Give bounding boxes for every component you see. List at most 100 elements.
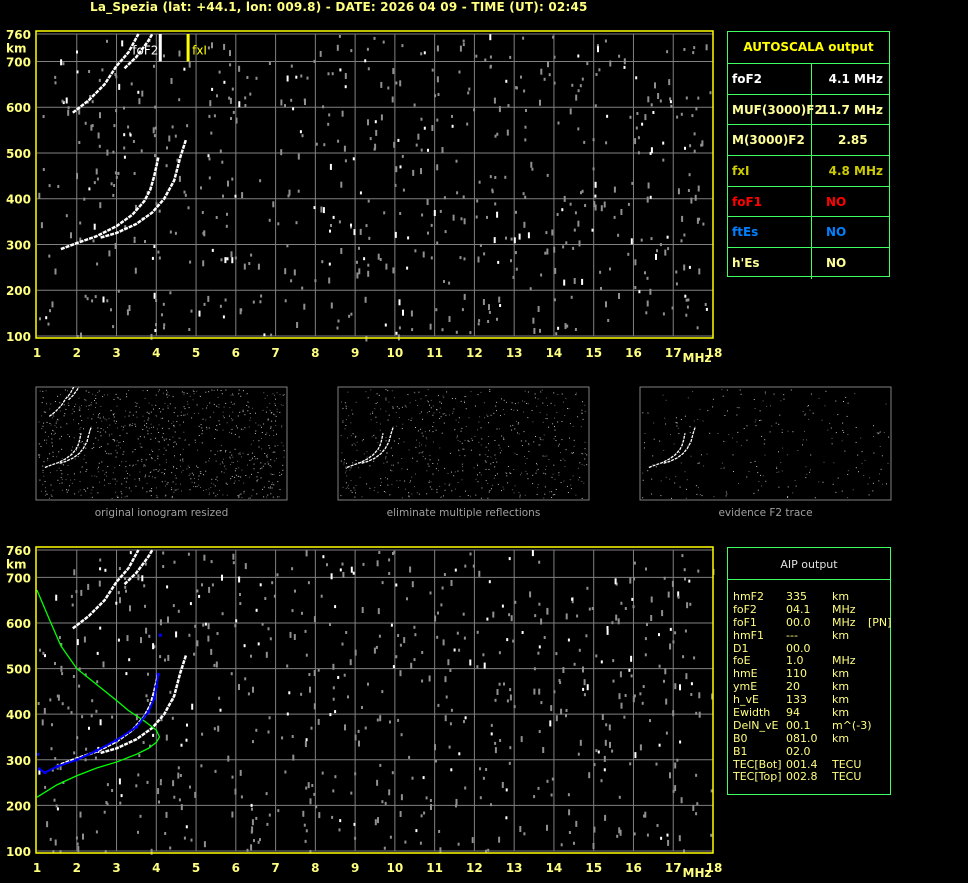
noise-dot	[54, 81, 57, 85]
noise-dot	[506, 475, 508, 477]
noise-dot	[234, 476, 236, 478]
noise-dot	[379, 450, 381, 452]
noise-dot	[380, 408, 382, 410]
noise-dot	[611, 621, 614, 625]
noise-dot	[545, 418, 547, 419]
noise-dot	[194, 624, 197, 628]
noise-dot	[630, 674, 633, 678]
noise-dot	[494, 134, 497, 138]
noise-dot	[185, 439, 186, 441]
noise-dot	[43, 422, 45, 424]
noise-dot	[103, 394, 105, 396]
noise-dot	[500, 415, 501, 417]
noise-dot	[712, 398, 714, 400]
noise-dot	[444, 715, 447, 722]
noise-dot	[486, 414, 488, 416]
noise-dot	[111, 433, 113, 435]
noise-dot	[344, 85, 347, 89]
x-tick-label: 8	[311, 346, 319, 360]
noise-dot	[479, 472, 481, 474]
noise-dot	[596, 44, 599, 48]
noise-dot	[526, 473, 528, 475]
noise-dot	[129, 474, 131, 476]
noise-dot	[459, 256, 462, 260]
thumbnail-trace	[663, 426, 697, 464]
noise-dot	[257, 840, 260, 844]
noise-dot	[545, 231, 548, 235]
noise-dot	[480, 497, 482, 499]
plot-frame	[35, 30, 714, 339]
noise-dot	[248, 262, 251, 265]
noise-dot	[654, 82, 656, 89]
noise-dot	[546, 418, 548, 420]
aip-unit: m^(-3)	[832, 718, 872, 732]
noise-dot	[551, 497, 553, 498]
noise-dot	[55, 594, 58, 601]
noise-dot	[230, 478, 232, 480]
noise-dot	[847, 474, 849, 475]
noise-dot	[413, 391, 415, 393]
noise-dot	[620, 209, 623, 215]
thumbnail-label-eliminate: eliminate multiple reflections	[386, 507, 541, 519]
noise-dot	[380, 484, 382, 486]
noise-dot	[521, 472, 523, 474]
aip-row: TEC[Bot] 001.4 TECU	[728, 758, 890, 772]
noise-dot	[49, 453, 51, 455]
noise-dot	[219, 463, 221, 465]
noise-dot	[537, 487, 539, 489]
x-tick-label: 15	[585, 346, 602, 360]
noise-dot	[248, 401, 249, 403]
noise-dot	[330, 302, 333, 309]
noise-dot	[818, 481, 820, 483]
noise-dot	[76, 639, 79, 646]
noise-dot	[40, 222, 43, 229]
noise-dot	[41, 402, 43, 404]
noise-dot	[554, 404, 556, 406]
noise-dot	[560, 708, 563, 715]
noise-dot	[680, 112, 683, 116]
noise-dot	[553, 690, 556, 694]
noise-dot	[475, 215, 478, 219]
noise-dot	[52, 455, 54, 457]
noise-dot	[778, 451, 779, 453]
noise-dot	[413, 103, 416, 107]
noise-dot	[361, 440, 363, 442]
noise-dot	[159, 464, 161, 466]
noise-dot	[253, 468, 255, 470]
noise-dot	[581, 497, 583, 499]
noise-dot	[45, 490, 47, 492]
noise-dot	[353, 443, 355, 445]
noise-dot	[251, 807, 253, 811]
noise-dot	[179, 774, 182, 777]
noise-dot	[615, 582, 618, 586]
noise-dot	[644, 271, 646, 275]
noise-dot	[164, 485, 166, 487]
noise-dot	[513, 705, 516, 709]
noise-dot	[76, 70, 79, 74]
noise-dot	[503, 437, 505, 439]
noise-dot	[698, 487, 699, 489]
noise-dot	[740, 393, 742, 395]
noise-dot	[282, 394, 284, 396]
noise-dot	[665, 731, 668, 735]
noise-dot	[366, 47, 369, 51]
noise-dot	[483, 662, 486, 669]
noise-dot	[592, 167, 595, 171]
noise-dot	[231, 428, 233, 430]
y-tick-label: 300	[6, 238, 31, 252]
noise-dot	[100, 435, 102, 437]
noise-dot	[142, 487, 144, 489]
noise-dot	[395, 81, 398, 85]
noise-dot	[428, 411, 430, 413]
noise-dot	[477, 322, 480, 326]
noise-dot	[392, 68, 395, 75]
noise-dot	[117, 171, 120, 175]
noise-dot	[260, 462, 262, 464]
noise-dot	[163, 454, 165, 455]
noise-dot	[51, 438, 53, 440]
noise-dot	[555, 652, 558, 656]
noise-dot	[438, 830, 441, 833]
noise-dot	[251, 473, 252, 475]
noise-dot	[171, 489, 173, 491]
second-hop-trace	[72, 549, 140, 630]
